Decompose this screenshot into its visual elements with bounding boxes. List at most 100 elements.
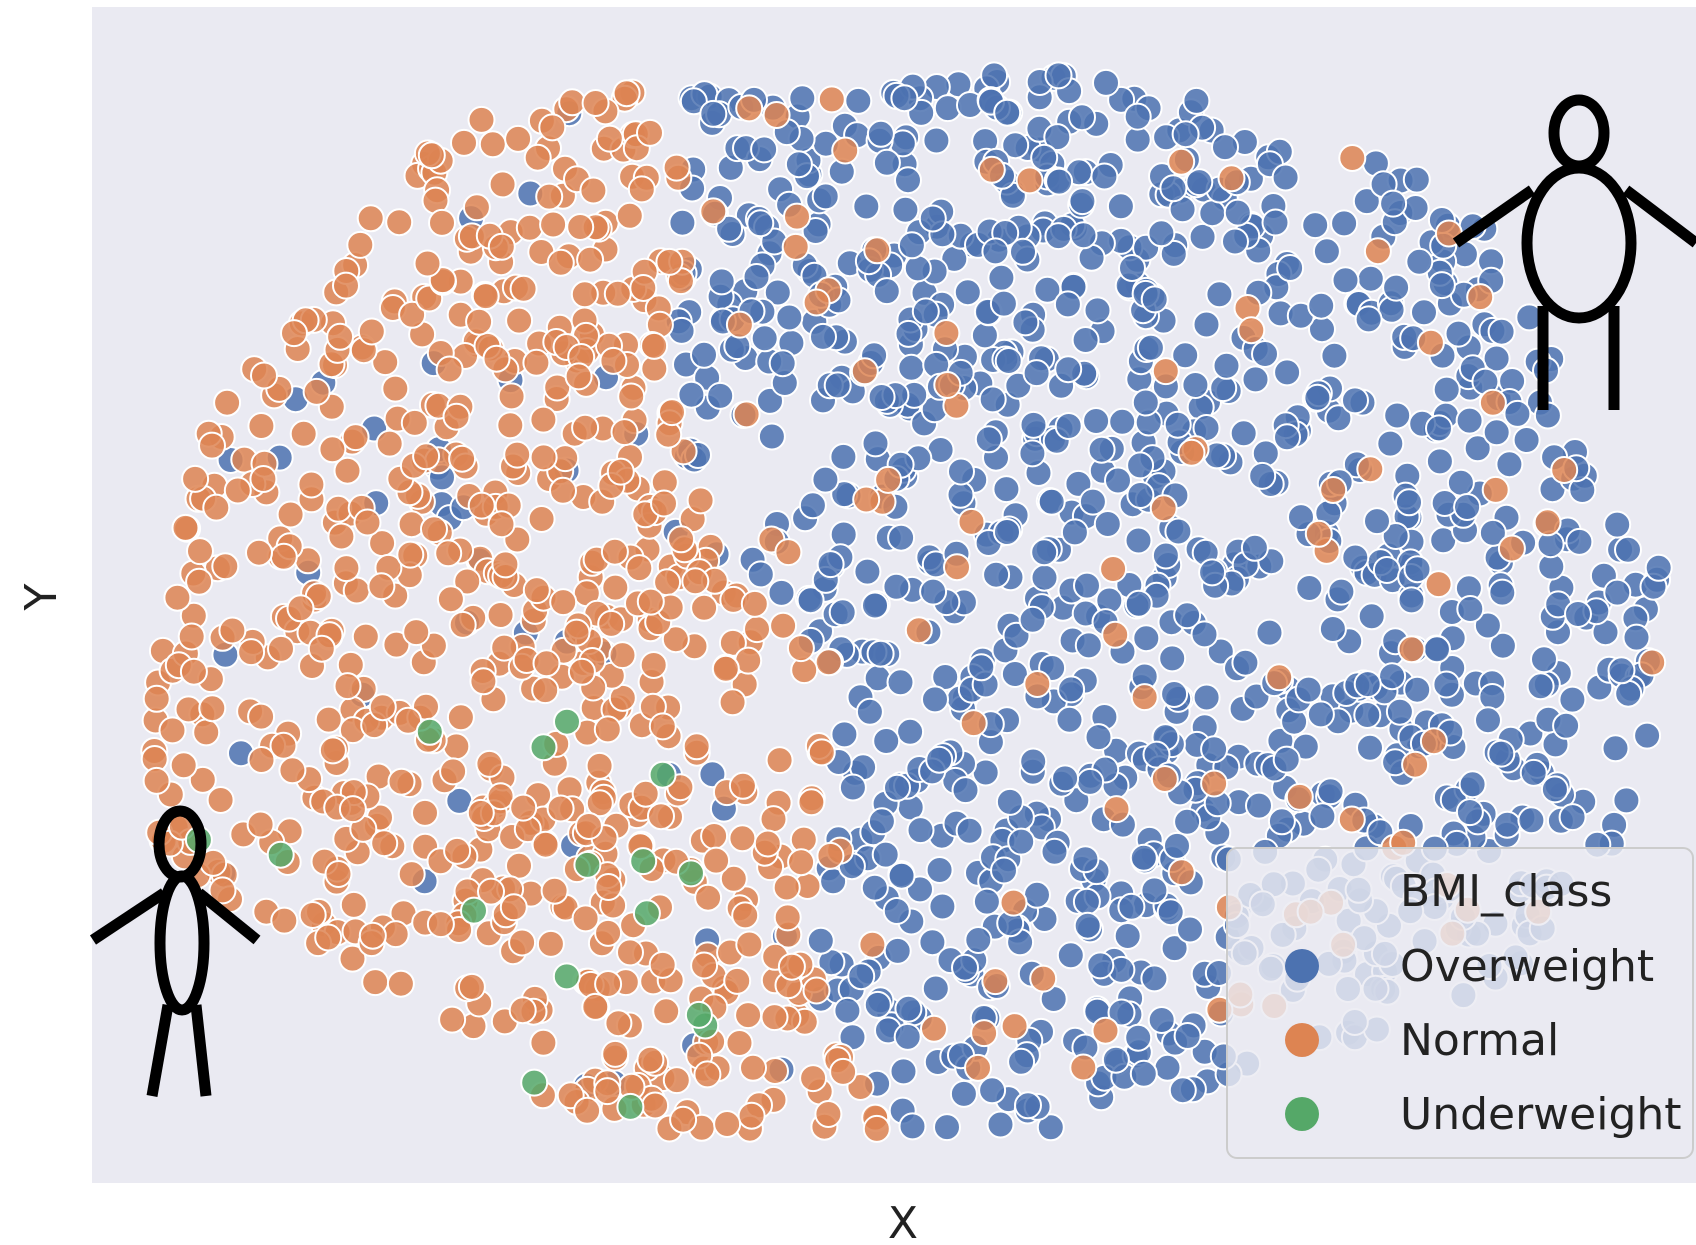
scatter-point-normal <box>904 616 933 645</box>
scatter-point-overweight <box>1044 222 1073 251</box>
scatter-point-normal <box>773 903 802 932</box>
scatter-point-normal <box>573 1096 602 1125</box>
scatter-point-normal <box>307 634 336 663</box>
scatter-point-normal <box>1149 494 1178 523</box>
scatter-point-overweight <box>1558 685 1587 714</box>
scatter-point-normal <box>667 525 696 554</box>
scatter-point-normal <box>601 1039 630 1068</box>
scatter-point-normal <box>1497 534 1526 563</box>
scatter-point-normal <box>375 429 404 458</box>
scatter-point-normal <box>413 249 442 278</box>
scatter-point-normal <box>523 143 552 172</box>
scatter-point-normal <box>759 805 788 834</box>
scatter-point-normal <box>1237 316 1266 345</box>
scatter-point-overweight <box>1078 487 1107 516</box>
legend-label-normal: Normal <box>1400 1015 1559 1066</box>
scatter-point-normal <box>508 996 537 1025</box>
scatter-point-overweight <box>903 254 932 283</box>
scatter-point-normal <box>163 583 192 612</box>
scatter-point-overweight <box>1519 758 1548 787</box>
scatter-point-overweight <box>1140 876 1169 905</box>
scatter-point-normal <box>711 654 740 683</box>
scatter-point-normal <box>397 860 426 889</box>
scatter-point-normal <box>774 538 803 567</box>
scatter-point-overweight <box>1385 697 1414 726</box>
scatter-point-normal <box>509 793 538 822</box>
scatter-point-normal <box>639 651 668 679</box>
scatter-point-normal <box>1177 438 1206 467</box>
scatter-point-underweight <box>529 733 558 762</box>
scatter-point-overweight <box>1011 308 1040 337</box>
scatter-point-normal <box>357 317 386 346</box>
scatter-point-overweight <box>1188 222 1217 251</box>
scatter-point-normal <box>436 585 465 614</box>
scatter-point-overweight <box>1182 86 1211 115</box>
scatter-point-normal <box>831 136 860 165</box>
scatter-point-overweight <box>809 322 837 351</box>
scatter-point-normal <box>693 1060 722 1089</box>
scatter-point-normal <box>571 904 600 933</box>
scatter-point-normal <box>769 611 798 640</box>
scatter-point-normal <box>690 951 719 980</box>
scatter-point-overweight <box>1160 934 1189 963</box>
scatter-point-normal <box>382 630 411 659</box>
scatter-point-normal <box>529 1028 558 1057</box>
scatter-point-overweight <box>1273 358 1302 387</box>
scatter-point-overweight <box>1163 410 1192 439</box>
scatter-point-overweight <box>775 303 804 332</box>
scatter-point-normal <box>327 522 356 551</box>
scatter-point-normal <box>1401 750 1430 779</box>
scatter-point-overweight <box>989 289 1018 318</box>
scatter-point-normal <box>245 538 273 567</box>
scatter-point-overweight <box>1084 723 1113 752</box>
scatter-point-overweight <box>1403 675 1432 704</box>
scatter-point-normal <box>223 476 252 505</box>
scatter-point-normal <box>1167 858 1196 887</box>
scatter-point-overweight <box>1136 333 1165 362</box>
scatter-point-normal <box>341 423 370 452</box>
scatter-point-normal <box>1167 147 1196 176</box>
scatter-point-normal <box>179 657 208 686</box>
scatter-point-overweight <box>986 1110 1015 1139</box>
scatter-point-overweight <box>1126 481 1155 509</box>
scatter-point-overweight <box>978 1076 1007 1105</box>
scatter-point-normal <box>246 810 275 839</box>
scatter-point-normal <box>874 465 903 494</box>
scatter-point-overweight <box>1255 618 1284 647</box>
scatter-point-normal <box>817 85 846 114</box>
scatter-point-overweight <box>1432 670 1461 699</box>
scatter-point-normal <box>1419 727 1448 756</box>
scatter-point-normal <box>585 789 614 818</box>
scatter-point-overweight <box>946 480 975 509</box>
scatter-point-overweight <box>1248 461 1277 490</box>
scatter-point-overweight <box>1173 601 1202 630</box>
scatter-point-overweight <box>863 990 892 1019</box>
scatter-point-normal <box>1285 782 1314 811</box>
scatter-point-overweight <box>1124 589 1153 618</box>
scatter-point-normal <box>531 830 560 859</box>
scatter-point-normal <box>487 232 516 261</box>
scatter-point-overweight <box>1164 517 1193 546</box>
y-axis-label: Y <box>16 583 67 611</box>
scatter-point-overweight <box>1153 1053 1182 1082</box>
scatter-point-overweight <box>953 278 982 307</box>
scatter-point-normal <box>504 124 533 153</box>
scatter-point-normal <box>1151 357 1180 386</box>
scatter-point-normal <box>490 633 519 662</box>
scatter-point-normal <box>615 201 644 230</box>
scatter-point-overweight <box>964 926 993 954</box>
scatter-point-overweight <box>947 457 975 486</box>
scatter-point-overweight <box>1019 747 1048 776</box>
scatter-point-normal <box>682 732 711 761</box>
scatter-point-overweight <box>925 856 954 884</box>
scatter-point-overweight <box>882 897 911 925</box>
scatter-point-normal <box>739 1053 767 1082</box>
scatter-point-overweight <box>1056 941 1085 970</box>
scatter-point-overweight <box>1240 533 1269 562</box>
scatter-point-normal <box>1265 663 1294 692</box>
scatter-point-overweight <box>896 717 925 746</box>
scatter-point-normal <box>1337 805 1366 834</box>
scatter-point-overweight <box>1487 739 1516 768</box>
scatter-point-normal <box>734 1001 763 1030</box>
scatter-point-normal <box>381 374 410 403</box>
